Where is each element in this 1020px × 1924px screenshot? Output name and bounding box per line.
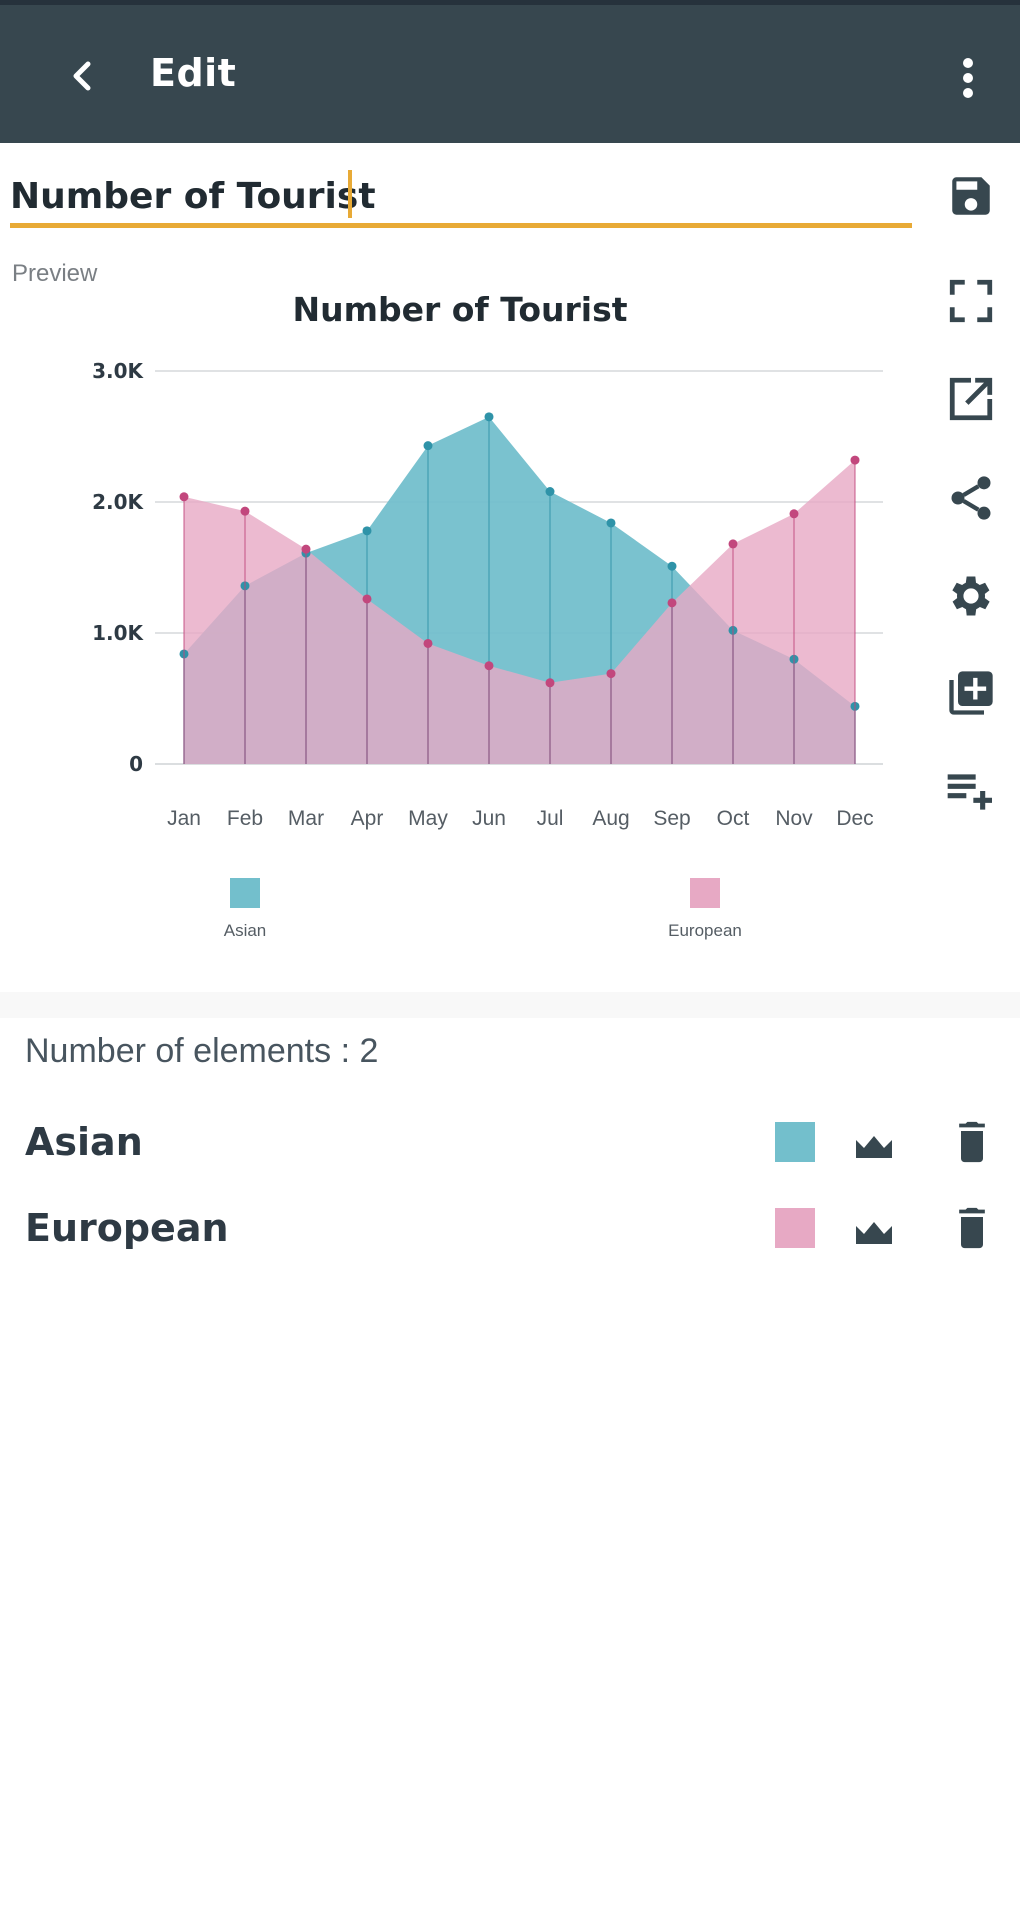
data-point-asian <box>423 441 433 451</box>
section-divider <box>0 992 1020 1018</box>
element-color-swatch[interactable] <box>775 1208 815 1248</box>
x-tick-label: Jul <box>537 807 564 830</box>
delete-element-button[interactable] <box>950 1118 994 1166</box>
open-external-icon <box>949 377 993 421</box>
share-button[interactable] <box>935 462 1007 534</box>
element-name: Asian <box>25 1120 143 1164</box>
x-tick-label: Mar <box>288 807 324 830</box>
data-point-european <box>301 544 311 554</box>
app-bar: Edit <box>0 5 1020 143</box>
data-point-european <box>850 455 860 465</box>
data-point-asian <box>484 412 494 422</box>
data-point-european <box>484 661 494 671</box>
legend-swatch <box>690 878 720 908</box>
data-point-european <box>423 638 433 648</box>
series-area-european <box>184 460 855 764</box>
fullscreen-button[interactable] <box>935 265 1007 337</box>
save-icon <box>952 177 990 215</box>
x-tick-label: Jan <box>167 807 201 830</box>
x-tick-label: Oct <box>717 807 750 830</box>
x-tick-label: May <box>408 807 448 830</box>
add-copy-icon <box>949 671 993 715</box>
y-tick-label: 2.0K <box>92 490 144 514</box>
area-chart-icon <box>856 1136 892 1158</box>
trash-icon <box>959 1121 985 1163</box>
y-tick-label: 1.0K <box>92 621 144 645</box>
element-row-asian[interactable]: Asian <box>0 1106 1020 1188</box>
data-point-asian <box>667 561 677 571</box>
settings-icon <box>952 576 990 616</box>
chart-areas <box>179 412 860 764</box>
element-count-label: Number of elements : 2 <box>25 1032 379 1070</box>
y-axis-ticks: 0 1.0K 2.0K 3.0K <box>92 359 144 776</box>
add-copy-button[interactable] <box>935 657 1007 729</box>
data-point-european <box>545 678 555 688</box>
x-tick-label: Sep <box>653 807 690 830</box>
area-chart-icon <box>856 1222 892 1244</box>
fullscreen-icon <box>949 279 993 323</box>
settings-button[interactable] <box>935 560 1007 632</box>
legend-label: European <box>668 921 742 940</box>
data-point-european <box>240 506 250 516</box>
playlist-add-icon <box>947 774 992 810</box>
data-point-european <box>789 509 799 519</box>
add-element-button[interactable] <box>935 755 1007 827</box>
open-external-button[interactable] <box>935 363 1007 435</box>
text-cursor <box>348 170 352 218</box>
x-axis-ticks: Jan Feb Mar Apr May Jun Jul Aug Sep Oct Nov Dec <box>167 807 874 830</box>
title-input-underline <box>10 223 912 228</box>
data-point-european <box>667 598 677 608</box>
back-button[interactable] <box>55 48 111 104</box>
x-tick-label: Jun <box>472 807 506 830</box>
more-options-button[interactable] <box>948 50 988 106</box>
data-point-european <box>362 594 372 604</box>
area-chart: Number of Tourist 0 1.0K 2.0K 3.0K Jan Feb Ma… <box>92 290 883 940</box>
data-point-asian <box>362 526 372 536</box>
y-tick-label: 0 <box>129 752 143 776</box>
area-chart-type-button[interactable] <box>852 1124 896 1164</box>
chart-title: Number of Tourist <box>292 290 627 329</box>
data-point-european <box>606 669 616 679</box>
chevron-left-icon <box>73 61 91 91</box>
legend-swatch <box>230 878 260 908</box>
element-name: European <box>25 1206 229 1250</box>
data-point-asian <box>545 487 555 497</box>
x-tick-label: Dec <box>836 807 873 830</box>
y-tick-label: 3.0K <box>92 359 144 383</box>
x-tick-label: Nov <box>775 807 813 830</box>
more-vertical-icon <box>963 58 973 98</box>
legend-label: Asian <box>224 921 267 940</box>
x-tick-label: Aug <box>592 807 629 830</box>
status-bar-strip <box>0 0 1020 5</box>
page-title: Edit <box>150 51 237 95</box>
data-point-european <box>728 539 738 549</box>
chart-title-input[interactable] <box>10 170 910 222</box>
preview-label: Preview <box>12 260 98 287</box>
delete-element-button[interactable] <box>950 1204 994 1252</box>
share-icon <box>951 476 991 520</box>
element-row-european[interactable]: European <box>0 1192 1020 1274</box>
area-chart-type-button[interactable] <box>852 1210 896 1250</box>
trash-icon <box>959 1207 985 1249</box>
data-point-european <box>179 492 189 502</box>
save-button[interactable] <box>935 160 1007 232</box>
data-point-asian <box>606 518 616 528</box>
chart-legend: Asian European <box>224 878 742 940</box>
x-tick-label: Apr <box>351 807 384 830</box>
x-tick-label: Feb <box>227 807 263 830</box>
element-color-swatch[interactable] <box>775 1122 815 1162</box>
